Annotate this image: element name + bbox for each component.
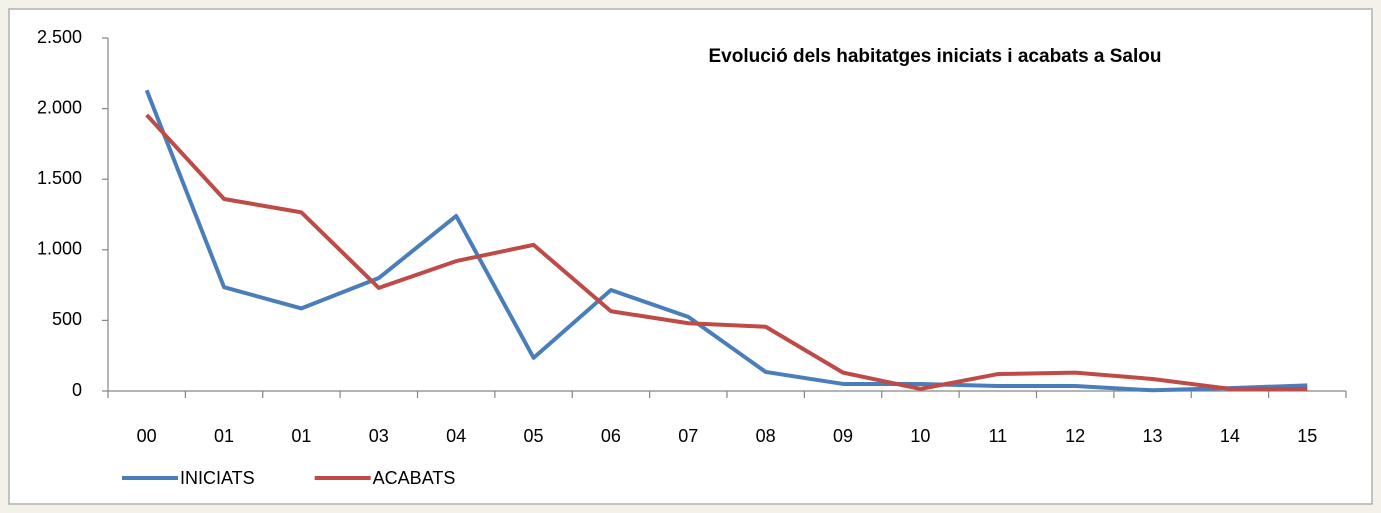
x-tick-label: 05 [524,426,544,446]
x-tick-label: 11 [988,426,1007,446]
x-tick-label: 09 [833,426,853,446]
y-tick-label: 500 [52,309,82,329]
y-tick-label: 0 [72,380,82,400]
y-tick-label: 2.500 [37,27,82,47]
x-tick-label: 12 [1065,426,1085,446]
x-tick-label: 13 [1143,426,1163,446]
chart-area [8,8,1373,505]
y-tick-label: 1.500 [37,168,82,188]
x-tick-label: 07 [678,426,698,446]
x-tick-label: 10 [910,426,930,446]
x-tick-label: 00 [137,426,157,446]
y-tick-label: 2.000 [37,97,82,117]
x-tick-label: 08 [756,426,776,446]
line [145,113,1308,391]
legend-label: INICIATS [180,468,255,488]
x-tick-label: 04 [446,426,466,446]
x-tick-label: 15 [1297,426,1317,446]
y-tick-label: 1.000 [37,239,82,259]
x-tick-label: 14 [1220,426,1240,446]
line [144,89,1308,393]
x-tick-label: 03 [369,426,389,446]
chart-title: Evolució dels habitatges iniciats i acab… [709,46,1162,67]
x-tick-label: 01 [291,426,311,446]
legend-label: ACABATS [373,468,456,488]
x-tick-label: 06 [601,426,621,446]
x-tick-label: 01 [214,426,234,446]
